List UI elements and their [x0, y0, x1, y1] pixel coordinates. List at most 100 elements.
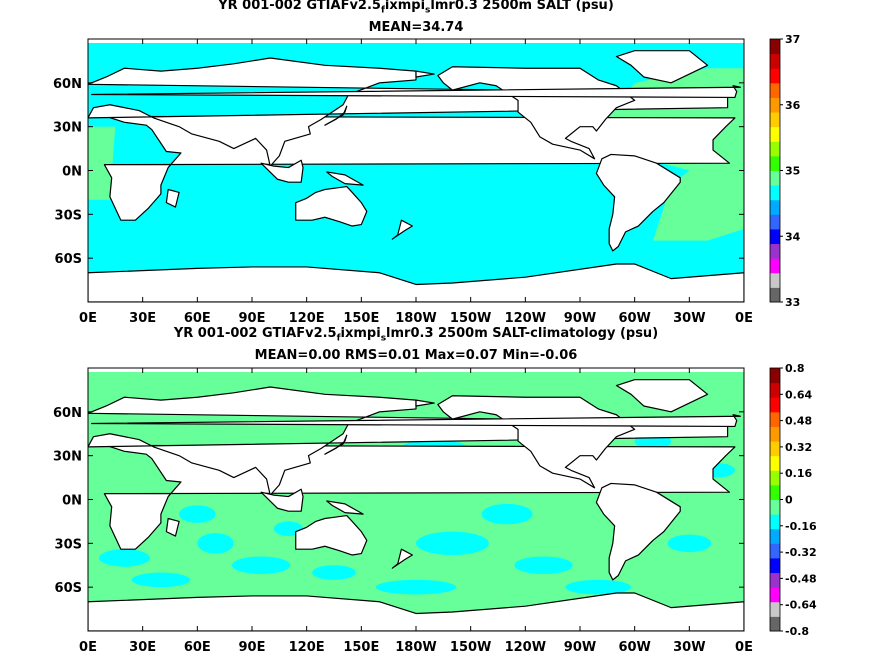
colorbar-segment [770, 411, 780, 427]
negative-anomaly-patch [131, 572, 191, 588]
colorbar-segment [770, 68, 780, 84]
colorbar-segment [770, 272, 780, 288]
colorbar-segment [770, 514, 780, 530]
land-mass [295, 514, 368, 556]
lat-label: 30N [53, 450, 82, 465]
colorbar-segment [770, 287, 780, 303]
colorbar-segment [770, 426, 780, 442]
colorbar-segment [770, 441, 780, 457]
colorbar-label: 0.16 [785, 467, 812, 480]
negative-anomaly-patch [197, 533, 234, 554]
land-mass [88, 263, 744, 302]
lat-label: 60S [55, 581, 82, 596]
negative-anomaly-patch [98, 549, 150, 567]
land-mass [91, 85, 741, 99]
colorbar-label: 33 [785, 296, 800, 309]
lat-label: 30N [53, 121, 82, 136]
land-mass [165, 188, 180, 208]
colorbar-label: 36 [785, 99, 801, 112]
top-chart-subtitle: MEAN=34.74 [368, 20, 464, 35]
lon-label: 90W [564, 311, 596, 326]
negative-anomaly-patch [514, 556, 573, 575]
land-mass [615, 379, 709, 413]
negative-anomaly-patch [179, 505, 216, 523]
lat-label: 60S [55, 252, 82, 267]
land-mass [295, 185, 368, 227]
land-mass [324, 105, 348, 126]
lat-label: 60N [53, 406, 82, 421]
colorbar-segment [770, 601, 780, 617]
lon-label: 30E [129, 640, 156, 655]
top-map: 60N 30N 0N 30S 60S 0E 30E 60E 90E 120E 150E 180W 150… [53, 33, 801, 326]
colorbar-segment [770, 543, 780, 559]
lon-label: 120W [505, 311, 546, 326]
colorbar-segment [770, 53, 780, 69]
bottom-map: 60N 30N 0N 30S 60S 0E 30E 60E 90E 120E 150E 180W 150… [53, 362, 817, 655]
land-mass [326, 500, 364, 515]
land-mass [260, 159, 304, 183]
atlantic-east-high-salinity [88, 126, 116, 200]
lon-label: 150W [450, 640, 491, 655]
lon-label: 150W [450, 311, 491, 326]
lon-label: 60E [184, 311, 211, 326]
land-mass [324, 434, 348, 455]
colorbar-label: 0.32 [785, 441, 812, 454]
land-mass [391, 219, 413, 240]
colorbar-segment [770, 368, 780, 384]
colorbar-label: 0 [785, 494, 793, 507]
land-mass [260, 488, 304, 512]
lon-label: 90E [239, 640, 266, 655]
lat-label: 60N [53, 77, 82, 92]
lon-label: 30E [129, 311, 156, 326]
lon-label: 60W [618, 640, 650, 655]
colorbar-label: 0.64 [785, 388, 812, 401]
map-field [88, 39, 744, 302]
land-mass [391, 548, 413, 569]
lon-label: 30W [673, 311, 705, 326]
lon-label: 150E [343, 640, 379, 655]
lon-label: 0E [735, 640, 753, 655]
colorbar-segment [770, 126, 780, 142]
land-mass [88, 592, 744, 631]
lon-label: 30W [673, 640, 705, 655]
colorbar-segment [770, 141, 780, 157]
negative-anomaly-patch [231, 556, 291, 575]
lon-label: 180W [395, 640, 436, 655]
colorbar-segment [770, 39, 780, 55]
lon-label: 120E [289, 311, 325, 326]
colorbar-label: -0.16 [785, 520, 817, 533]
lon-label: 90E [239, 311, 266, 326]
negative-anomaly-patch [375, 579, 457, 595]
lon-label: 120W [505, 640, 546, 655]
land-mass [615, 50, 709, 84]
map-field [88, 368, 744, 631]
colorbar-label: 37 [785, 33, 800, 46]
lon-label: 0E [79, 640, 97, 655]
colorbar-label: 0.8 [785, 362, 805, 375]
colorbar-segment [770, 214, 780, 230]
lon-label: 0E [735, 311, 753, 326]
colorbar-segment [770, 228, 780, 245]
colorbar-segment [770, 397, 780, 413]
land-mass [91, 414, 741, 428]
land-mass [595, 153, 681, 252]
land-mass [415, 70, 435, 78]
colorbar-segment [770, 499, 780, 515]
top-chart-title: YR 001-002 GTIAFv2.5fixmpislmr0.3 2500m … [218, 0, 614, 16]
negative-anomaly-patch [565, 579, 632, 595]
negative-anomaly-patch [312, 565, 356, 580]
colorbar-segment [770, 185, 780, 201]
colorbar-label: -0.64 [785, 599, 817, 612]
colorbar: 37 36 35 34 33 [769, 33, 801, 309]
lon-label: 180W [395, 311, 436, 326]
land-mass [88, 57, 729, 167]
colorbar-segment [770, 170, 780, 186]
land-mass [415, 399, 435, 407]
colorbar-segment [770, 82, 780, 98]
lat-label: 0N [62, 494, 82, 509]
colorbar-segment [770, 587, 780, 603]
colorbar-segment [770, 112, 780, 128]
colorbar-label: -0.32 [785, 546, 817, 559]
lon-label: 90W [564, 640, 596, 655]
